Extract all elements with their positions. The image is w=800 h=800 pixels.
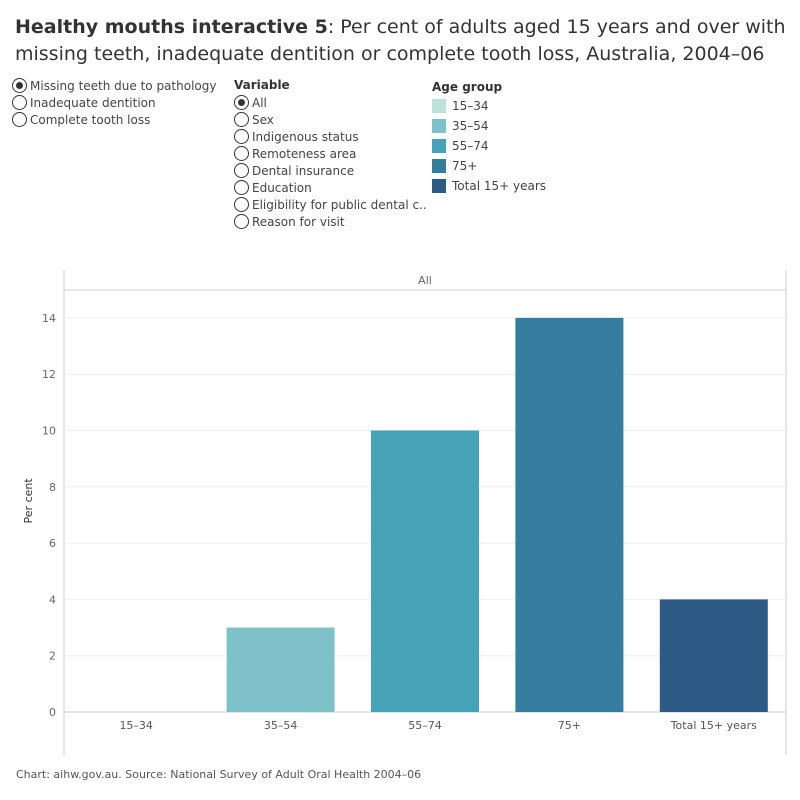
radio-icon bbox=[12, 78, 27, 93]
radio-inadequate-dentition[interactable]: Inadequate dentition bbox=[12, 94, 216, 111]
x-tick-label: 55–74 bbox=[408, 719, 442, 732]
variable-radio-group: Variable All Sex Indigenous status Remotene… bbox=[234, 77, 427, 230]
radio-label: Inadequate dentition bbox=[30, 95, 156, 110]
title-rest: : Per cent of adults aged 15 years and o… bbox=[15, 16, 786, 65]
y-tick-label: 8 bbox=[49, 481, 56, 494]
title-bold: Healthy mouths interactive 5 bbox=[15, 16, 328, 38]
y-tick-label: 14 bbox=[42, 312, 56, 325]
radio-icon bbox=[12, 112, 27, 127]
y-tick-label: 4 bbox=[49, 593, 56, 606]
radio-label: All bbox=[252, 95, 267, 110]
bar[interactable] bbox=[659, 599, 768, 712]
legend-swatch bbox=[432, 179, 446, 193]
y-tick-label: 0 bbox=[49, 706, 56, 719]
measure-radio-group: Missing teeth due to pathology Inadequat… bbox=[12, 77, 216, 128]
legend-label: Total 15+ years bbox=[452, 179, 547, 193]
radio-icon bbox=[234, 180, 249, 195]
bar[interactable] bbox=[226, 627, 335, 712]
radio-icon bbox=[234, 146, 249, 161]
legend-item: 15–34 bbox=[432, 96, 546, 116]
radio-variable-4[interactable]: Dental insurance bbox=[234, 162, 427, 179]
legend-heading: Age group bbox=[432, 80, 503, 94]
y-axis-label: Per cent bbox=[22, 478, 35, 524]
radio-label: Indigenous status bbox=[252, 129, 359, 144]
radio-icon bbox=[12, 95, 27, 110]
radio-variable-0[interactable]: All bbox=[234, 94, 427, 111]
legend-swatch bbox=[432, 139, 446, 153]
legend: Age group 15–34 35–54 55–74 75+ Total 15+ ye… bbox=[432, 79, 546, 196]
bar[interactable] bbox=[515, 317, 624, 712]
radio-label: Complete tooth loss bbox=[30, 112, 151, 127]
legend-label: 55–74 bbox=[452, 139, 489, 153]
radio-label: Sex bbox=[252, 112, 274, 127]
y-tick-label: 12 bbox=[42, 368, 56, 381]
legend-label: 35–54 bbox=[452, 119, 489, 133]
footer-source: Chart: aihw.gov.au. Source: National Sur… bbox=[16, 768, 422, 781]
radio-icon bbox=[234, 214, 249, 229]
radio-icon bbox=[234, 163, 249, 178]
legend-item: 75+ bbox=[432, 156, 546, 176]
y-tick-label: 2 bbox=[49, 650, 56, 663]
x-tick-label: 35–54 bbox=[264, 719, 298, 732]
radio-label: Education bbox=[252, 180, 312, 195]
radio-variable-3[interactable]: Remoteness area bbox=[234, 145, 427, 162]
variable-heading: Variable bbox=[234, 78, 290, 92]
bar-chart: All 0 2 4 6 8 10 12 14 Per cent 15–34 35–54 55–74 75+… bbox=[22, 270, 787, 755]
bar[interactable] bbox=[371, 430, 479, 713]
radio-complete-tooth-loss[interactable]: Complete tooth loss bbox=[12, 111, 216, 128]
legend-swatch bbox=[432, 99, 446, 113]
radio-label: Missing teeth due to pathology bbox=[30, 78, 217, 93]
radio-label: Eligibility for public dental c.. bbox=[252, 197, 427, 212]
y-tick-label: 10 bbox=[42, 425, 56, 438]
radio-variable-5[interactable]: Education bbox=[234, 179, 427, 196]
x-tick-label: Total 15+ years bbox=[670, 719, 757, 732]
radio-label: Remoteness area bbox=[252, 146, 357, 161]
radio-variable-1[interactable]: Sex bbox=[234, 111, 427, 128]
radio-variable-2[interactable]: Indigenous status bbox=[234, 128, 427, 145]
y-tick-label: 6 bbox=[49, 537, 56, 550]
radio-icon bbox=[234, 95, 249, 110]
legend-label: 75+ bbox=[452, 159, 478, 173]
page-title: Healthy mouths interactive 5: Per cent o… bbox=[15, 14, 795, 68]
legend-item: Total 15+ years bbox=[432, 176, 546, 196]
panel-header: All bbox=[418, 274, 432, 287]
legend-item: 55–74 bbox=[432, 136, 546, 156]
radio-label: Reason for visit bbox=[252, 214, 345, 229]
radio-icon bbox=[234, 197, 249, 212]
legend-item: 35–54 bbox=[432, 116, 546, 136]
x-tick-label: 15–34 bbox=[119, 719, 153, 732]
radio-variable-6[interactable]: Eligibility for public dental c.. bbox=[234, 196, 427, 213]
x-tick-label: 75+ bbox=[558, 719, 581, 732]
legend-label: 15–34 bbox=[452, 99, 489, 113]
legend-swatch bbox=[432, 119, 446, 133]
radio-missing-teeth[interactable]: Missing teeth due to pathology bbox=[12, 77, 216, 94]
radio-icon bbox=[234, 129, 249, 144]
radio-variable-7[interactable]: Reason for visit bbox=[234, 213, 427, 230]
legend-swatch bbox=[432, 159, 446, 173]
radio-icon bbox=[234, 112, 249, 127]
radio-label: Dental insurance bbox=[252, 163, 355, 178]
